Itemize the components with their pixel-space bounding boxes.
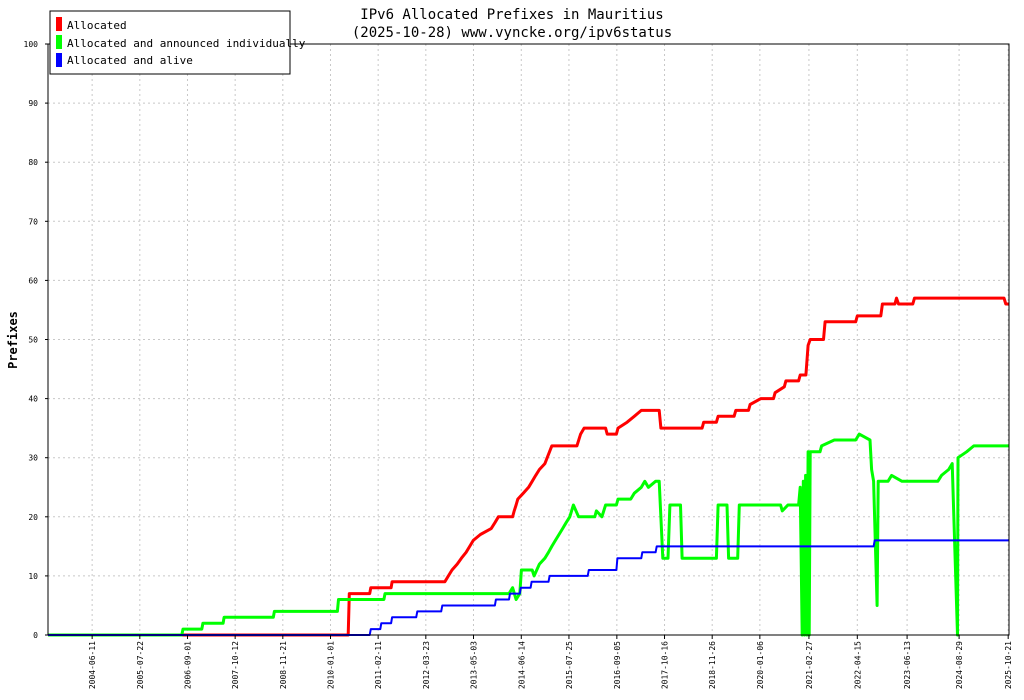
x-tick-label: 2022-04-15 [853, 641, 862, 689]
x-tick-label: 2012-03-23 [422, 641, 431, 689]
legend: Allocated Allocated and announced indivi… [49, 10, 306, 75]
x-tick-label: 2021-02-27 [805, 641, 814, 689]
x-tick-label: 2008-11-21 [279, 641, 288, 689]
series-line-0 [48, 296, 1009, 637]
x-tick-label: 2018-11-26 [708, 641, 717, 689]
grid [48, 43, 1009, 635]
y-tick-label: 30 [28, 454, 38, 463]
legend-box [49, 10, 291, 75]
legend-label-alive: Allocated and alive [67, 54, 193, 67]
x-tick-label: 2005-07-22 [136, 641, 145, 689]
y-tick-labels: 0 10 20 30 40 50 60 70 80 90 100 [24, 40, 39, 640]
x-tick-label: 2013-05-03 [469, 641, 478, 689]
x-tick-label: 2015-07-25 [565, 641, 574, 689]
y-tick-label: 20 [28, 513, 38, 522]
legend-label-announced: Allocated and announced individually [67, 37, 306, 50]
x-tick-label: 2017-10-16 [661, 641, 670, 689]
y-tick-label: 80 [28, 158, 38, 167]
x-tick-label: 2024-08-29 [955, 641, 964, 689]
x-tick-label: 2007-10-12 [231, 641, 240, 689]
x-tick-label: 2020-01-06 [756, 641, 765, 689]
y-axis-label: Prefixes [6, 311, 20, 369]
x-tick-labels: 2004-06-11 2005-07-22 2006-09-01 2007-10-12… [88, 641, 1013, 689]
legend-swatch-allocated [56, 17, 62, 31]
series-layer [48, 296, 1009, 637]
chart-subtitle: (2025-10-28) www.vyncke.org/ipv6status [352, 25, 672, 41]
legend-label-allocated: Allocated [67, 19, 127, 32]
x-tick-label: 2023-06-13 [903, 641, 912, 689]
y-tick-label: 90 [28, 99, 38, 108]
x-tick-label: 2025-10-21 [1004, 641, 1013, 689]
y-tick-label: 50 [28, 336, 38, 345]
y-tick-label: 60 [28, 276, 38, 285]
y-tick-label: 70 [28, 217, 38, 226]
series-line-1 [48, 432, 1009, 637]
legend-swatch-alive [56, 53, 62, 67]
x-tick-label: 2004-06-11 [88, 641, 97, 689]
x-tick-label: 2010-01-01 [326, 641, 335, 689]
y-tick-label: 10 [28, 572, 38, 581]
y-tick-label: 0 [33, 631, 38, 640]
legend-swatch-announced [56, 35, 62, 49]
x-tick-label: 2011-02-11 [374, 641, 383, 689]
axes [45, 43, 1010, 639]
y-tick-label: 100 [24, 40, 39, 49]
chart-title: IPv6 Allocated Prefixes in Mauritius [360, 7, 663, 23]
x-tick-label: 2016-09-05 [613, 641, 622, 689]
y-tick-label: 40 [28, 395, 38, 404]
series-line-2 [48, 539, 1009, 636]
x-tick-label: 2014-06-14 [517, 641, 526, 689]
x-tick-label: 2006-09-01 [183, 641, 192, 689]
